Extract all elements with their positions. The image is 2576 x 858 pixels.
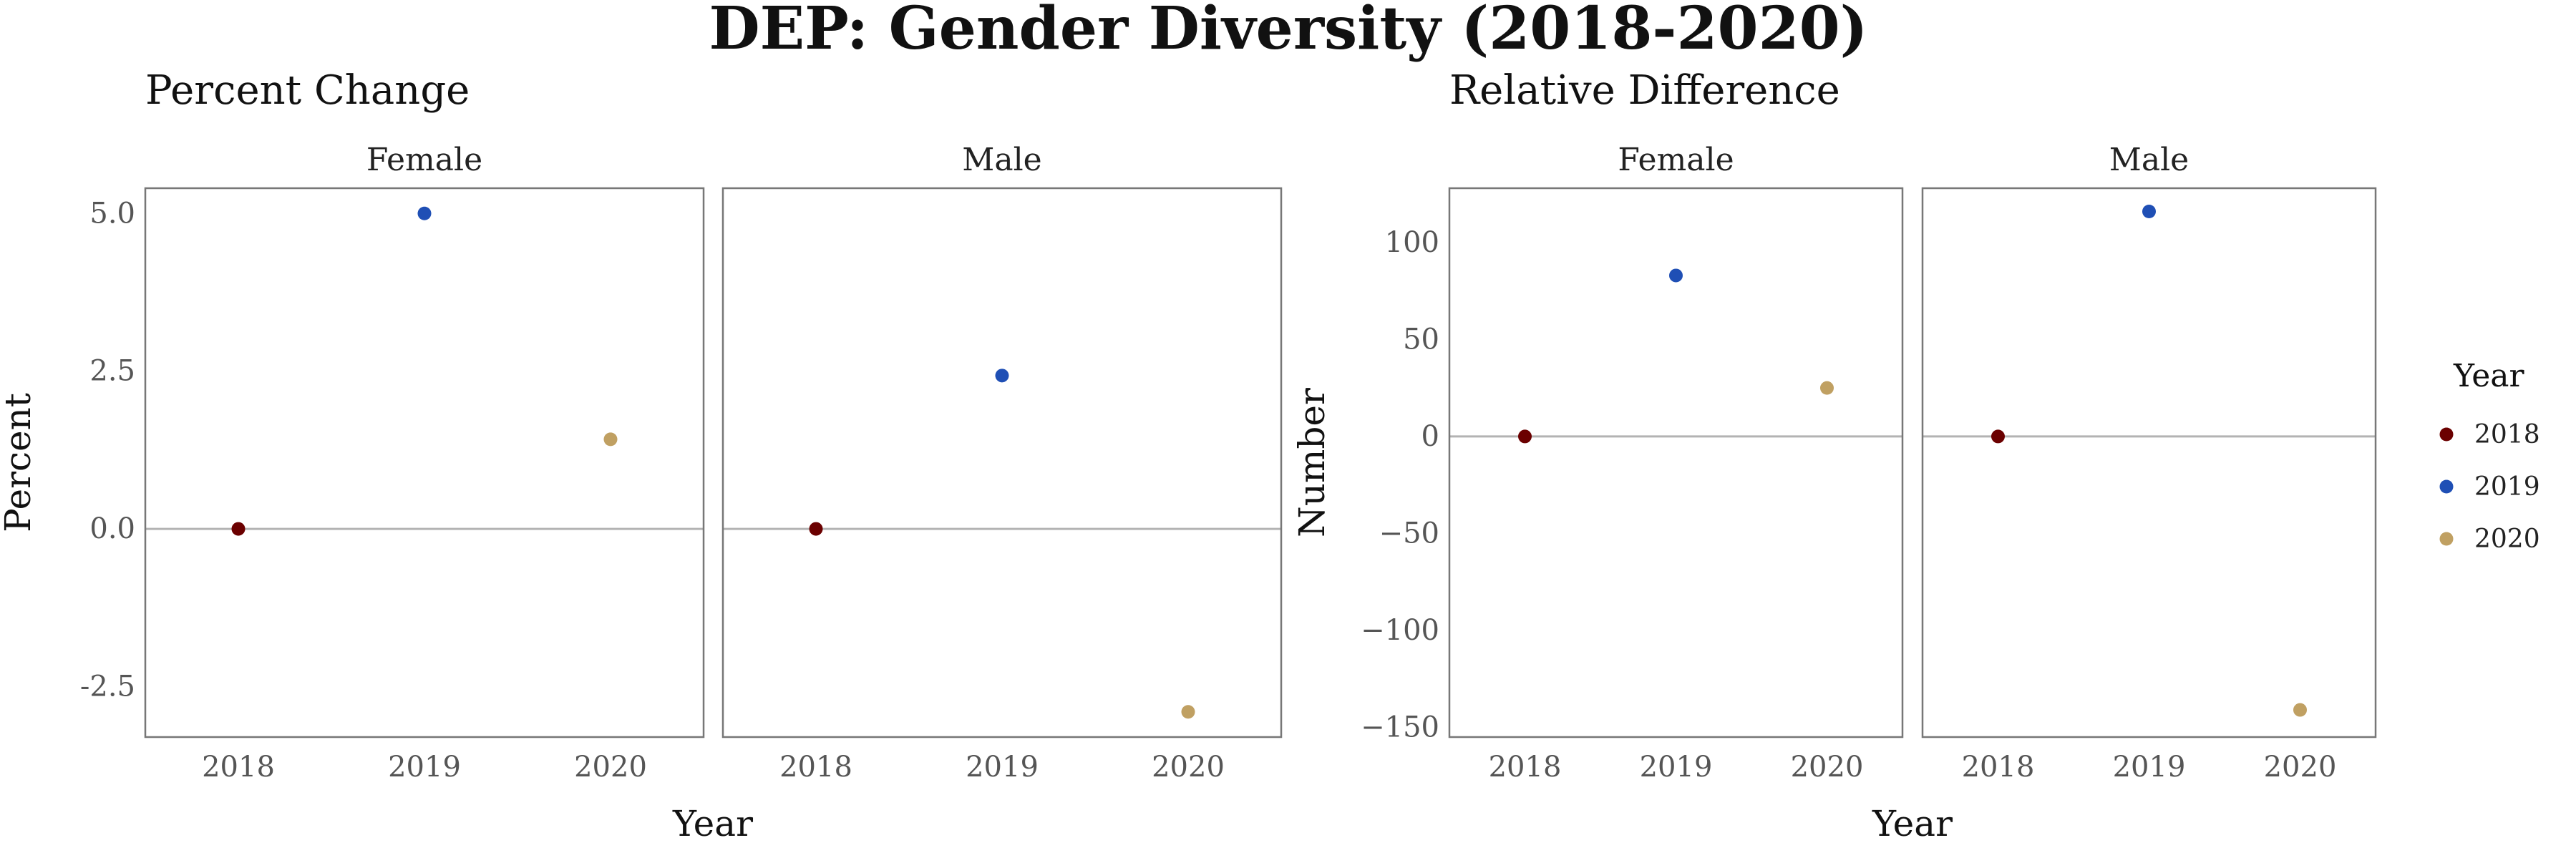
x-tick-label: 2020 [574,751,647,784]
legend-swatch [2439,427,2454,442]
x-tick-label: 2018 [202,751,275,784]
data-point-2019 [1669,268,1683,283]
x-tick-label: 2018 [779,751,852,784]
y-tick-label: −100 [1361,614,1439,647]
data-point-2020 [603,432,618,447]
data-point-2018 [231,522,246,536]
chart-title: Relative Difference [1449,67,1840,114]
x-tick-label: 2020 [1152,751,1225,784]
data-point-2020 [1181,705,1195,719]
facet-strip-label: Male [2109,142,2189,178]
facet-panel-male: Male 2018 2019 2020 [721,142,1283,784]
data-point-2019 [417,206,432,220]
data-point-2019 [2142,205,2156,219]
legend-swatch [2439,532,2454,546]
facet-panel-female: Female 2018 2019 2020 [1448,142,1904,784]
panel-border [144,187,705,738]
chart-1: Percent Change Percent Year -2.5 0.0 2.5 5.0 Fe… [0,67,1283,844]
facet-strip-label: Female [1618,142,1734,178]
facet-panel-female: Female 2018 2019 2020 [144,142,705,784]
y-tick-label: 100 [1385,226,1439,259]
legend-item-2019: 2019 [2439,472,2540,502]
x-tick-label: 2019 [388,751,461,784]
legend-swatch [2439,479,2454,494]
y-axis-title: Number [1291,388,1333,537]
x-tick-label: 2019 [966,751,1039,784]
facet-panel-male: Male 2018 2019 2020 [1921,142,2377,784]
y-tick-label: -2.5 [80,670,135,703]
data-point-2018 [1518,429,1532,444]
panel-border [1921,187,2377,738]
y-axis-title: Percent [0,393,39,532]
y-tick-label: 0 [1421,420,1439,453]
y-tick-label: −150 [1361,711,1439,744]
legend-label: 2018 [2474,420,2540,449]
x-tick-label: 2019 [1640,751,1713,784]
data-point-2020 [1820,381,1834,395]
data-point-2019 [995,369,1009,383]
y-tick-label: 0.0 [89,512,135,545]
legend-item-2018: 2018 [2439,420,2540,449]
x-tick-label: 2018 [1962,751,2035,784]
figure-title: DEP: Gender Diversity (2018-2020) [709,0,1868,63]
y-tick-label: 5.0 [89,197,135,230]
x-tick-label: 2020 [2264,751,2337,784]
y-tick-label: 50 [1403,323,1439,356]
data-point-2020 [2293,703,2307,717]
x-axis-title: Year [672,803,753,844]
charts-area: Percent Change Percent Year -2.5 0.0 2.5 5.0 Fe… [0,67,2377,844]
legend-label: 2020 [2474,525,2540,554]
legend: Year 2018 2019 2020 [2439,358,2540,554]
facet-strip-label: Male [962,142,1041,178]
data-point-2018 [809,522,823,536]
facet-strip-label: Female [366,142,482,178]
x-tick-label: 2019 [2113,751,2186,784]
panel-border [721,187,1283,738]
y-tick-label: −50 [1379,517,1439,550]
x-tick-label: 2020 [1791,751,1864,784]
legend-label: 2019 [2474,472,2540,502]
chart-2: Relative Difference Number Year −150 −100 −50… [1291,67,2377,844]
chart-title: Percent Change [145,67,470,114]
legend-item-2020: 2020 [2439,525,2540,554]
x-axis-title: Year [1872,803,1953,844]
y-tick-label: 2.5 [89,355,135,388]
legend-title: Year [2453,358,2524,394]
panel-border [1448,187,1904,738]
data-point-2018 [1991,429,2005,444]
x-tick-label: 2018 [1489,751,1562,784]
